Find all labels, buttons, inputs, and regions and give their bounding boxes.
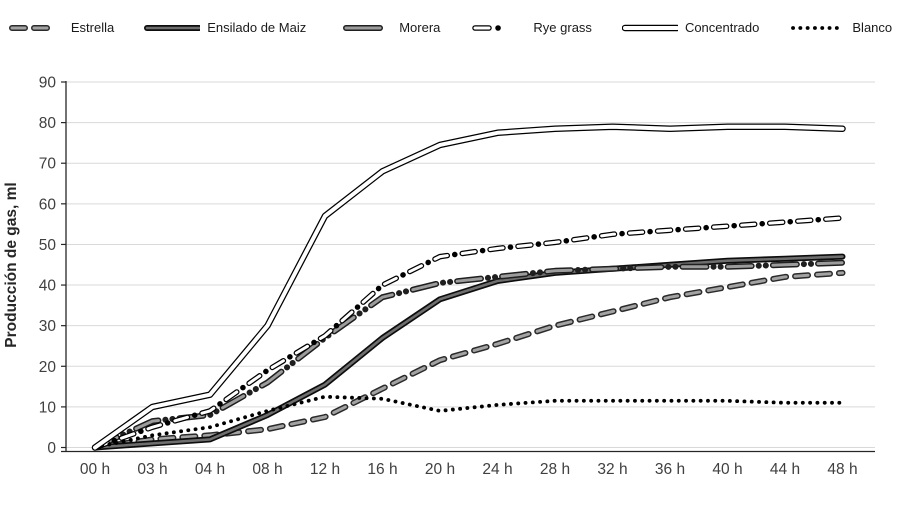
series-line-ensilado — [92, 253, 846, 451]
legend-label: Ensilado de Maiz — [207, 20, 307, 35]
series-lines — [91, 123, 846, 451]
x-tick-label: 20 h — [425, 461, 455, 478]
estrella-line-sample-icon — [8, 24, 57, 31]
x-tick-label: 28 h — [540, 461, 570, 478]
legend-item-concentrado: Concentrado — [621, 20, 760, 35]
y-tick-label: 20 — [39, 359, 57, 376]
x-tick-label: 08 h — [252, 461, 282, 478]
y-tick-label: 80 — [39, 115, 57, 132]
x-tick-label: 32 h — [597, 461, 627, 478]
axis-lines — [61, 81, 875, 453]
x-tick-label: 16 h — [367, 461, 397, 478]
x-tick-label: 04 h — [195, 461, 225, 478]
legend-item-estrella: Estrella — [8, 20, 114, 35]
y-axis-title: Producción de gas, ml — [3, 182, 20, 347]
x-tick-label: 24 h — [482, 461, 512, 478]
y-tick-label: 0 — [47, 440, 56, 457]
blanco-line-sample-icon — [791, 25, 842, 30]
legend-item-ensilado: Ensilado de Maiz — [144, 20, 306, 35]
x-tick-label: 00 h — [80, 461, 110, 478]
legend-item-rye: Rye grass — [470, 20, 592, 35]
legend-label: Estrella — [70, 20, 115, 35]
ensilado-line-sample-icon — [144, 24, 201, 31]
x-tick-label: 48 h — [827, 461, 857, 478]
y-axis-tick-labels: 0 10 20 30 40 50 60 70 80 90 — [39, 75, 57, 458]
gridlines — [66, 81, 875, 448]
legend-item-blanco: Blanco — [789, 20, 892, 35]
legend-label: Blanco — [852, 20, 893, 35]
y-tick-label: 70 — [39, 156, 57, 173]
y-tick-label: 60 — [39, 196, 57, 213]
legend-item-morera: Morera — [336, 20, 440, 35]
series-line-morera — [92, 259, 846, 451]
series-line-rye — [92, 215, 846, 451]
x-tick-label: 36 h — [655, 461, 685, 478]
x-axis-tick-labels: 00 h 03 h 04 h 08 h 12 h 16 h 20 h 24 h 28 h 32 h… — [80, 461, 858, 478]
y-tick-label: 30 — [39, 318, 57, 335]
x-tick-label: 44 h — [770, 461, 800, 478]
y-tick-label: 10 — [39, 399, 57, 416]
x-tick-label: 03 h — [137, 461, 167, 478]
x-tick-label: 40 h — [712, 461, 742, 478]
legend-label: Morera — [399, 20, 441, 35]
y-tick-label: 40 — [39, 278, 57, 295]
rye-line-sample-icon — [472, 24, 508, 31]
morera-line-sample-icon — [343, 24, 384, 31]
concentrado-line-sample-icon — [621, 24, 678, 31]
series-line-blanco — [93, 394, 845, 450]
chart-legend: Estrella Ensilado de Maiz Morera Rye grass C… — [0, 20, 900, 35]
series-line-estrella — [92, 269, 846, 451]
x-tick-label: 12 h — [310, 461, 340, 478]
legend-label: Concentrado — [684, 20, 760, 35]
y-tick-label: 90 — [39, 75, 57, 92]
legend-label: Rye grass — [533, 20, 592, 35]
y-tick-label: 50 — [39, 237, 57, 254]
series-line-concentrado — [91, 123, 846, 451]
